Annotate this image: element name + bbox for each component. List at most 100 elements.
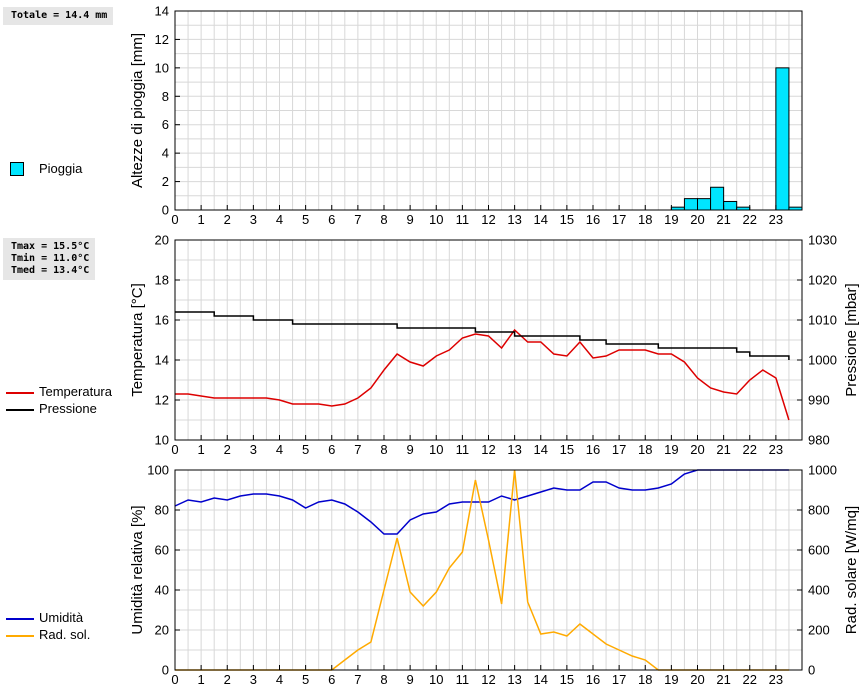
x-tick-label: 8 (380, 672, 387, 687)
x-tick-label: 14 (534, 442, 548, 457)
y-tick-label: 20 (155, 623, 169, 638)
x-tick-label: 3 (250, 672, 257, 687)
y-tick-label: 4 (162, 146, 169, 161)
x-tick-label: 5 (302, 672, 309, 687)
x-tick-label: 20 (690, 442, 704, 457)
x-tick-label: 9 (407, 442, 414, 457)
tmax-text: Tmax = 15.5°C (11, 241, 90, 252)
y-right-tick-label: 1030 (808, 233, 837, 248)
y-right-tick-label: 980 (808, 433, 830, 448)
y-tick-label: 80 (155, 503, 169, 518)
x-tick-label: 5 (302, 442, 309, 457)
humidity-line-icon (6, 618, 34, 620)
rain-panel: 0 1 2 3 4 5 6 7 8 9 10 11 12 13 14 15 16 17 18 19 20 21 22 2302… (129, 4, 803, 227)
x-tick-label: 13 (507, 212, 521, 227)
y-axis-label: Umidità relativa [%] (129, 505, 146, 634)
x-tick-label: 1 (198, 212, 205, 227)
x-tick-label: 1 (198, 672, 205, 687)
y-tick-label: 12 (155, 32, 169, 47)
rain-bar (775, 67, 790, 211)
x-tick-label: 13 (507, 442, 521, 457)
rain-bar (723, 200, 738, 211)
x-tick-label: 4 (276, 442, 283, 457)
x-tick-label: 21 (716, 672, 730, 687)
y-tick-label: 14 (155, 4, 169, 19)
y-tick-label: 18 (155, 273, 169, 288)
x-tick-label: 7 (354, 442, 361, 457)
x-tick-label: 6 (328, 212, 335, 227)
y-right-axis-label: Pressione [mbar] (843, 283, 860, 396)
y-right-tick-label: 1000 (808, 463, 837, 478)
x-tick-label: 23 (769, 442, 783, 457)
y-axis-label: Altezze di pioggia [mm] (129, 33, 146, 188)
x-tick-label: 20 (690, 672, 704, 687)
x-tick-label: 3 (250, 442, 257, 457)
temperature-stats-box: Tmax = 15.5°C Tmin = 11.0°C Tmed = 13.4°… (3, 238, 96, 280)
x-tick-label: 16 (586, 672, 600, 687)
x-tick-label: 14 (534, 212, 548, 227)
pressione-series-line (175, 311, 790, 360)
y-right-tick-label: 1020 (808, 273, 837, 288)
x-tick-label: 16 (586, 212, 600, 227)
x-tick-label: 8 (380, 442, 387, 457)
y-tick-label: 2 (162, 174, 169, 189)
rain-total-box: Totale = 14.4 mm (3, 7, 114, 25)
x-tick-label: 21 (716, 442, 730, 457)
x-tick-label: 2 (224, 212, 231, 227)
y-right-tick-label: 200 (808, 623, 830, 638)
x-tick-label: 1 (198, 442, 205, 457)
y-right-tick-label: 600 (808, 543, 830, 558)
legend-label-solar: Rad. sol. (39, 627, 91, 642)
x-tick-label: 13 (507, 672, 521, 687)
y-tick-label: 10 (155, 433, 169, 448)
x-tick-label: 12 (481, 672, 495, 687)
y-right-tick-label: 1010 (808, 313, 837, 328)
y-right-tick-label: 990 (808, 393, 830, 408)
solar-line-icon (6, 635, 34, 637)
x-tick-label: 9 (407, 672, 414, 687)
y-tick-label: 8 (162, 89, 169, 104)
x-tick-label: 3 (250, 212, 257, 227)
y-right-tick-label: 1000 (808, 353, 837, 368)
x-tick-label: 18 (638, 442, 652, 457)
temperatura-series-line (175, 328, 790, 421)
x-tick-label: 0 (171, 212, 178, 227)
rain-bar (697, 198, 712, 211)
tmin-text: Tmin = 11.0°C (11, 253, 90, 264)
x-tick-label: 16 (586, 442, 600, 457)
x-tick-label: 21 (716, 212, 730, 227)
x-tick-label: 6 (328, 672, 335, 687)
umidit-series-line (174, 469, 789, 535)
rain-total-text: Totale = 14.4 mm (11, 10, 108, 21)
y-tick-label: 100 (147, 463, 169, 478)
y-tick-label: 6 (162, 117, 169, 132)
x-tick-label: 11 (456, 442, 470, 457)
pressure-line-icon (6, 409, 34, 411)
x-tick-label: 15 (560, 442, 574, 457)
x-tick-label: 7 (354, 212, 361, 227)
x-tick-label: 15 (560, 212, 574, 227)
y-tick-label: 0 (162, 203, 169, 218)
temperature-line-icon (6, 392, 34, 394)
x-tick-label: 19 (664, 672, 678, 687)
y-tick-label: 16 (155, 313, 169, 328)
x-tick-label: 23 (769, 212, 783, 227)
rain-bar (710, 186, 725, 211)
x-tick-label: 19 (664, 212, 678, 227)
legend-label-pressure: Pressione (39, 401, 97, 416)
temperature-panel: 0 1 2 3 4 5 6 7 8 9 10 11 12 13 14 15 16 17 18 19 20 21 22 2310… (129, 233, 860, 458)
x-tick-label: 11 (456, 672, 470, 687)
x-tick-label: 17 (612, 672, 626, 687)
x-tick-label: 22 (743, 212, 757, 227)
x-tick-label: 5 (302, 212, 309, 227)
x-tick-label: 15 (560, 672, 574, 687)
y-tick-label: 0 (162, 663, 169, 678)
x-tick-label: 12 (481, 442, 495, 457)
y-right-tick-label: 400 (808, 583, 830, 598)
legend-label-rain: Pioggia (39, 161, 83, 176)
x-tick-label: 10 (429, 672, 443, 687)
y-right-tick-label: 800 (808, 503, 830, 518)
legend-label-temperature: Temperatura (39, 384, 112, 399)
y-right-tick-label: 0 (808, 663, 815, 678)
x-tick-label: 17 (612, 212, 626, 227)
